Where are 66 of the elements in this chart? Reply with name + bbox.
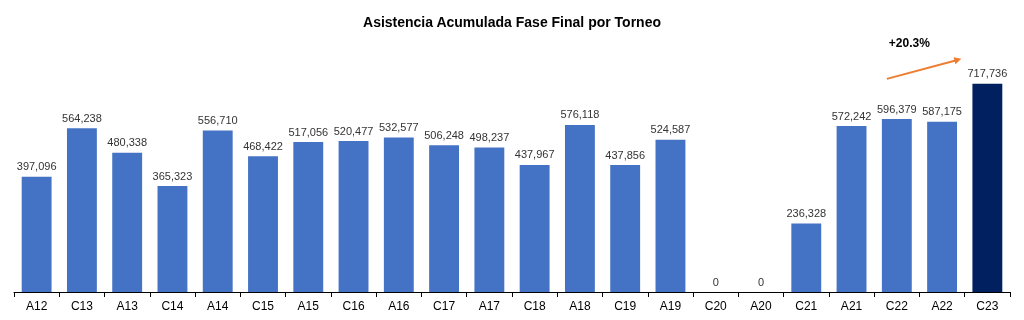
data-label: 0 xyxy=(757,275,765,288)
data-label: 532,577 xyxy=(378,121,419,134)
data-label: 468,422 xyxy=(243,139,283,152)
data-label: 397,096 xyxy=(16,160,57,173)
x-tick-label: A20 xyxy=(750,299,772,313)
bar xyxy=(21,176,52,292)
data-label: 564,238 xyxy=(62,111,102,124)
bar xyxy=(655,139,686,292)
data-label: 236,328 xyxy=(786,206,827,219)
data-label: 517,056 xyxy=(288,125,329,138)
x-tick-label: C20 xyxy=(704,299,728,313)
bar xyxy=(66,128,97,292)
data-label: 498,237 xyxy=(469,131,510,144)
x-tick-label: C22 xyxy=(885,299,909,313)
x-tick-label: A16 xyxy=(388,299,410,313)
data-label: 506,248 xyxy=(424,128,464,141)
bar xyxy=(972,83,1003,292)
x-tick-label: C17 xyxy=(433,299,456,313)
x-tick-label: A18 xyxy=(569,299,591,313)
x-tick-label: A14 xyxy=(207,299,229,313)
bar xyxy=(564,124,595,292)
bar xyxy=(383,137,414,292)
x-tick-label: A22 xyxy=(931,299,954,313)
data-label: 587,175 xyxy=(922,105,962,118)
bar xyxy=(881,119,912,292)
bar xyxy=(927,121,958,292)
bar xyxy=(474,147,505,292)
data-label: 572,242 xyxy=(831,109,872,122)
data-label: 437,967 xyxy=(514,148,555,161)
bar xyxy=(429,145,460,292)
x-tick-label: A17 xyxy=(478,299,501,313)
x-tick-label: C18 xyxy=(523,299,546,313)
x-tick-label: C15 xyxy=(251,299,275,313)
bar xyxy=(293,142,324,292)
x-tick-label: A19 xyxy=(659,299,682,313)
bar xyxy=(519,164,550,292)
text: +20.3% xyxy=(888,35,931,50)
x-tick-label: A12 xyxy=(25,299,48,313)
data-label: 556,710 xyxy=(197,114,238,127)
bar xyxy=(338,141,369,292)
data-label: 524,587 xyxy=(650,123,691,136)
x-tick-label: C23 xyxy=(976,299,999,313)
data-label: 596,379 xyxy=(876,102,917,115)
chart-title: Asistencia Acumulada Fase Final por Torneo xyxy=(363,14,661,30)
x-tick-label: C13 xyxy=(70,299,94,313)
data-label: 0 xyxy=(712,275,719,288)
bar xyxy=(610,165,641,292)
data-label: 520,477 xyxy=(333,124,374,137)
bar xyxy=(248,156,278,292)
bar xyxy=(157,186,188,292)
bar xyxy=(791,223,822,292)
data-label: 717,736 xyxy=(967,67,1008,80)
data-label: 437,856 xyxy=(605,148,646,161)
bar xyxy=(836,126,867,292)
x-tick-label: A13 xyxy=(116,299,139,313)
bar xyxy=(202,130,233,292)
x-tick-label: A15 xyxy=(297,299,320,313)
x-tick-label: C19 xyxy=(614,299,637,313)
data-label: 365,323 xyxy=(152,169,193,182)
x-tick-label: C16 xyxy=(342,299,365,313)
x-tick-label: C14 xyxy=(161,299,184,313)
data-label: 576,118 xyxy=(560,108,600,121)
x-tick-label: C21 xyxy=(795,299,818,313)
x-tick-label: A21 xyxy=(840,299,863,313)
bar xyxy=(112,152,143,292)
data-label: 480,338 xyxy=(107,136,148,149)
